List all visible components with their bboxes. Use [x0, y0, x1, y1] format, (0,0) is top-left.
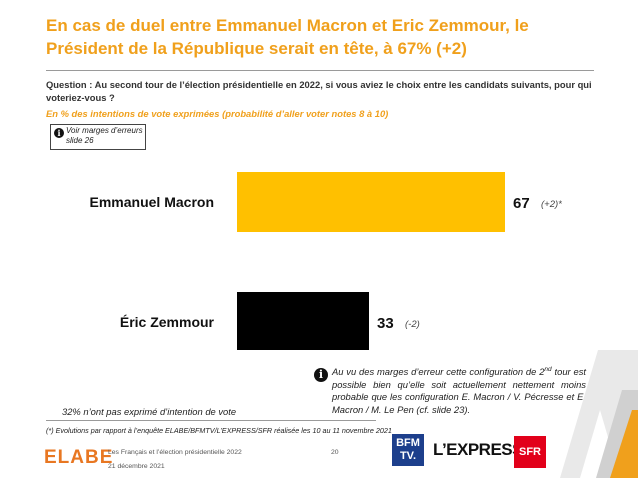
title-divider	[46, 70, 594, 71]
value-label-eric-zemmour: 33	[377, 315, 394, 332]
elabe-decorative-mark	[560, 350, 638, 478]
lexpress-logo: L’EXPRESS	[433, 440, 523, 459]
chart-subtitle: En % des intentions de vote exprimées (p…	[46, 108, 389, 119]
footnote: (*) Evolutions par rapport à l’enquête E…	[46, 426, 392, 435]
bfmtv-logo: BFM TV.	[392, 434, 424, 466]
page-title: En cas de duel entre Emmanuel Macron et …	[46, 16, 529, 58]
change-label-eric-zemmour: (-2)	[405, 319, 420, 330]
bar-eric-zemmour	[237, 292, 369, 350]
category-label-eric-zemmour: Éric Zemmour	[120, 314, 215, 330]
deco-shape-accent	[610, 410, 638, 478]
margin-note-box: i Voir marges d’erreurs slide 26	[50, 124, 146, 150]
category-label-emmanuel-macron: Emmanuel Macron	[90, 194, 214, 210]
page-number: 20	[331, 449, 339, 456]
change-label-emmanuel-macron: (+2)*	[541, 199, 562, 210]
abstention-note: 32% n’ont pas exprimé d’intention de vot…	[62, 406, 237, 417]
value-label-emmanuel-macron: 67	[513, 195, 530, 212]
callout-text: Au vu des marges d’erreur cette configur…	[332, 366, 586, 415]
bar-chart: Emmanuel Macron 67 (+2)* Éric Zemmour 33 (-2)	[90, 172, 562, 350]
info-icon: i	[54, 128, 64, 138]
sfr-logo: SFR	[514, 436, 546, 468]
margin-note-text: Voir marges d’erreurs slide 26	[66, 126, 143, 145]
elabe-logo: ELABE	[44, 447, 114, 468]
study-date: 21 décembre 2021	[108, 463, 165, 470]
study-name: Les Français et l’élection présidentiell…	[108, 449, 242, 456]
bar-emmanuel-macron	[237, 172, 505, 232]
survey-question: Question : Au second tour de l’élection …	[46, 79, 592, 103]
footnote-divider	[46, 420, 376, 421]
info-icon: i	[314, 368, 328, 382]
